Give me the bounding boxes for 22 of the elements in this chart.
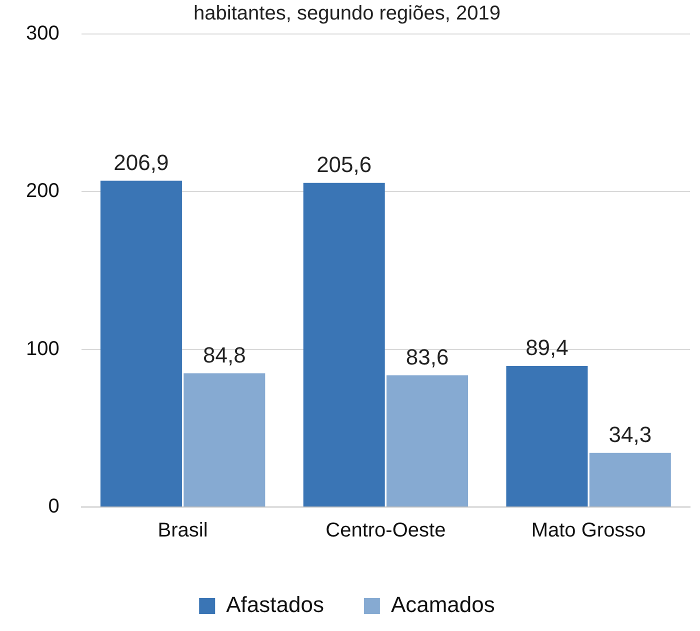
x-tick-label: Brasil <box>158 520 208 542</box>
y-tick-label: 100 <box>26 338 60 360</box>
x-tick-label: Centro-Oeste <box>326 520 446 542</box>
data-label: 83,6 <box>406 344 449 370</box>
x-tick-label: Mato Grosso <box>531 520 646 542</box>
bar <box>506 366 588 506</box>
bar <box>303 182 385 506</box>
legend-label: Acamados <box>390 592 495 618</box>
y-tick-label: 200 <box>26 180 60 202</box>
bar <box>386 375 468 506</box>
legend-label: Afastados <box>226 592 324 618</box>
data-label: 84,8 <box>202 342 246 368</box>
bar <box>100 180 182 506</box>
data-label: 206,9 <box>114 150 169 175</box>
data-label: 89,4 <box>526 335 568 360</box>
bar <box>589 452 671 506</box>
data-label: 205,6 <box>316 152 372 177</box>
y-tick-label: 0 <box>48 496 60 518</box>
data-label: 34,3 <box>608 422 652 447</box>
chart-title: habitantes, segundo regiões, 2019 <box>194 2 500 25</box>
y-tick-label: 300 <box>26 22 60 45</box>
bar <box>184 373 266 506</box>
